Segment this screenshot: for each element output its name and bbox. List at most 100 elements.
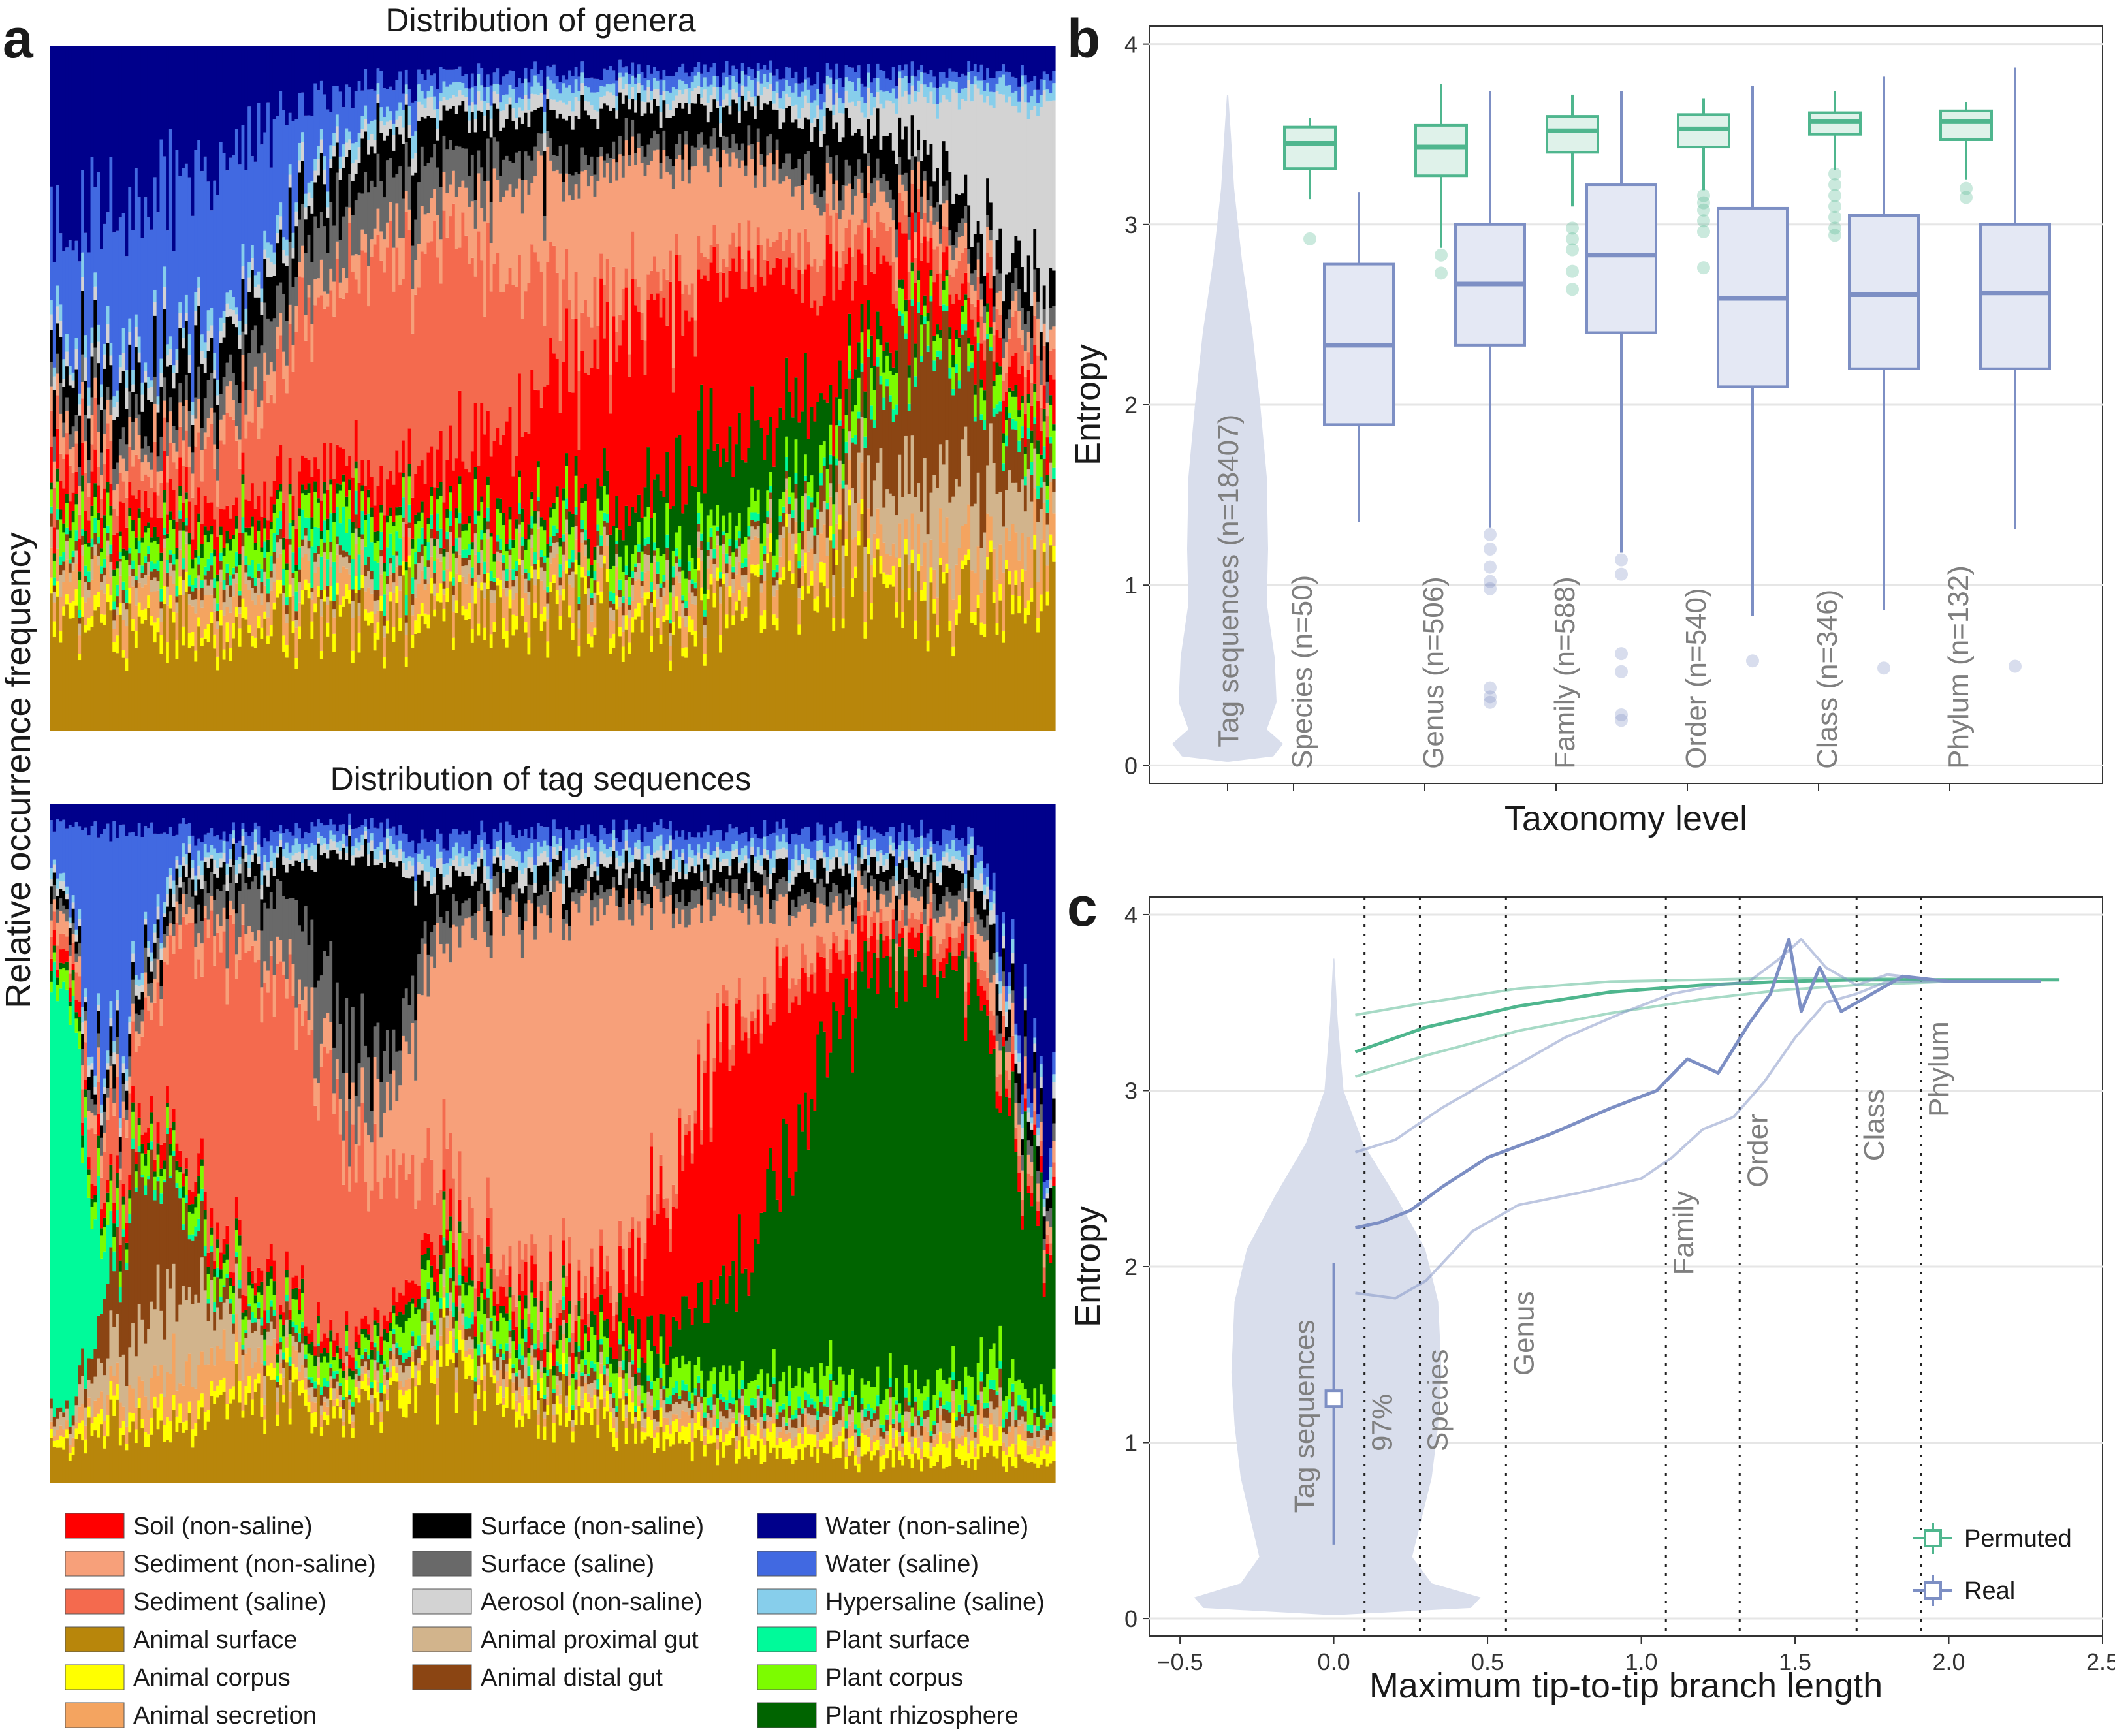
stack-segment xyxy=(52,527,57,554)
stack-segment xyxy=(433,609,437,617)
stack-segment xyxy=(244,308,248,324)
stack-segment xyxy=(97,512,101,520)
stack-segment xyxy=(78,486,82,515)
stack-segment xyxy=(628,354,631,377)
stack-segment xyxy=(955,479,959,565)
stack-segment xyxy=(360,129,364,139)
stack-segment xyxy=(166,533,170,539)
stack-segment xyxy=(163,535,167,539)
stack-segment xyxy=(740,614,745,621)
stack-segment xyxy=(118,217,123,355)
stack-segment xyxy=(895,308,898,351)
stack-segment xyxy=(307,598,311,731)
stack-segment xyxy=(310,46,314,117)
stack-segment xyxy=(191,559,195,569)
stack-segment xyxy=(257,595,261,616)
stack-segment xyxy=(244,607,248,620)
stack-segment xyxy=(870,206,874,230)
stack-segment xyxy=(187,604,192,633)
stack-segment xyxy=(433,595,437,610)
stack-segment xyxy=(486,110,490,139)
stack-segment xyxy=(508,161,513,185)
stack-segment xyxy=(461,531,465,550)
stack-segment xyxy=(294,669,298,731)
stack-segment xyxy=(468,618,471,731)
stack-segment xyxy=(945,573,949,731)
stack-segment xyxy=(628,155,631,166)
stack-segment xyxy=(147,522,151,528)
stack-segment xyxy=(810,102,814,123)
stack-segment xyxy=(772,180,776,242)
stack-segment xyxy=(247,390,251,422)
stack-segment xyxy=(131,586,135,620)
stack-segment xyxy=(737,168,742,223)
stack-segment xyxy=(263,518,267,529)
stack-segment xyxy=(420,206,424,252)
stack-segment xyxy=(955,624,959,731)
stack-segment xyxy=(844,388,848,415)
stack-segment xyxy=(71,472,76,493)
stack-segment xyxy=(678,79,682,90)
stack-segment xyxy=(90,505,94,516)
stack-segment xyxy=(442,556,446,571)
stack-segment xyxy=(712,558,716,564)
stack-segment xyxy=(825,556,830,589)
stack-segment xyxy=(543,571,547,590)
stack-segment xyxy=(756,244,761,420)
stack-segment xyxy=(163,266,167,288)
stack-segment xyxy=(653,513,657,543)
stack-segment xyxy=(260,144,264,289)
stack-segment xyxy=(197,589,201,618)
stack-segment xyxy=(539,567,544,581)
stack-segment xyxy=(348,139,352,150)
stack-segment xyxy=(150,469,154,488)
stack-segment xyxy=(747,553,751,583)
stack-segment xyxy=(436,167,440,216)
stack-segment xyxy=(787,153,792,180)
stack-segment xyxy=(78,404,82,416)
stack-segment xyxy=(210,526,214,535)
stack-segment xyxy=(565,519,569,533)
stack-segment xyxy=(829,77,833,89)
stack-segment xyxy=(914,592,917,621)
stack-segment xyxy=(354,159,358,174)
stack-segment xyxy=(468,105,471,121)
stack-segment xyxy=(505,104,509,119)
stack-segment xyxy=(364,131,368,173)
stack-segment xyxy=(656,134,660,150)
stack-segment xyxy=(618,590,622,597)
stack-segment xyxy=(804,79,808,96)
stack-segment xyxy=(684,504,688,579)
stack-segment xyxy=(93,46,97,187)
stack-segment xyxy=(754,46,757,79)
stack-segment xyxy=(407,522,412,528)
stack-segment xyxy=(750,258,754,287)
stack-segment xyxy=(470,629,475,643)
stack-segment xyxy=(238,590,242,596)
stack-segment xyxy=(520,99,525,111)
stack-segment xyxy=(942,72,946,84)
stack-segment xyxy=(603,95,607,104)
stack-segment xyxy=(414,131,418,153)
stack-segment xyxy=(558,546,563,565)
stack-segment xyxy=(693,631,697,647)
stack-segment xyxy=(964,272,968,295)
stack-segment xyxy=(392,593,396,627)
stack-segment xyxy=(433,73,437,97)
stack-segment xyxy=(417,633,421,731)
stack-segment xyxy=(801,46,804,83)
stack-segment xyxy=(603,103,607,161)
stack-segment xyxy=(499,102,503,112)
stack-segment xyxy=(234,516,239,529)
stack-segment xyxy=(109,46,113,157)
stack-segment xyxy=(590,119,594,157)
stack-segment xyxy=(225,543,229,564)
stack-segment xyxy=(590,176,594,328)
stack-segment xyxy=(499,561,503,580)
stack-segment xyxy=(263,541,267,558)
stack-segment xyxy=(574,272,579,319)
stack-segment xyxy=(222,153,227,311)
stack-segment xyxy=(891,199,896,221)
stack-segment xyxy=(508,268,513,407)
stack-segment xyxy=(404,212,409,524)
